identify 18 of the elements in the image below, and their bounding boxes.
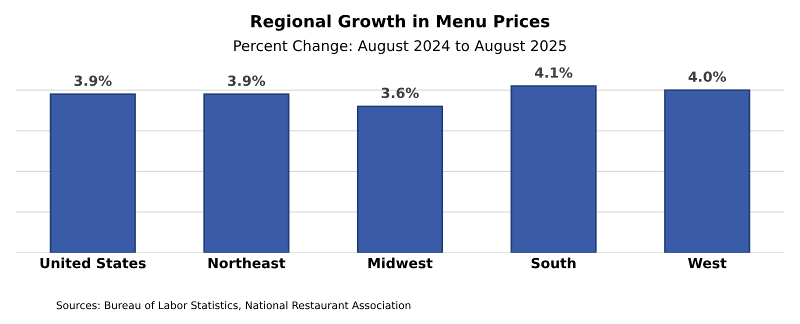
data-label: 3.6% [382,88,419,98]
data-label: 4.1% [534,67,572,78]
x-tick-label: Midwest [368,258,433,268]
bar [50,93,136,253]
bar [510,85,597,253]
bar [664,89,750,253]
x-tick-label: South [532,258,576,268]
data-label: 4.0% [688,71,726,82]
chart-title: Regional Growth in Menu Prices [251,14,550,31]
source-note: Sources: Bureau of Labor Statistics, National Restaurant Association [56,301,410,310]
chart-subtitle: Percent Change: August 2024 to August 2025 [234,40,566,54]
x-tick-label: United States [40,258,146,268]
data-label: 3.9% [74,75,112,86]
data-label: 3.9% [228,75,266,86]
x-tick-label: Northeast [208,258,286,268]
x-tick-label: West [688,258,726,268]
bar [203,93,290,253]
bar [356,106,444,253]
